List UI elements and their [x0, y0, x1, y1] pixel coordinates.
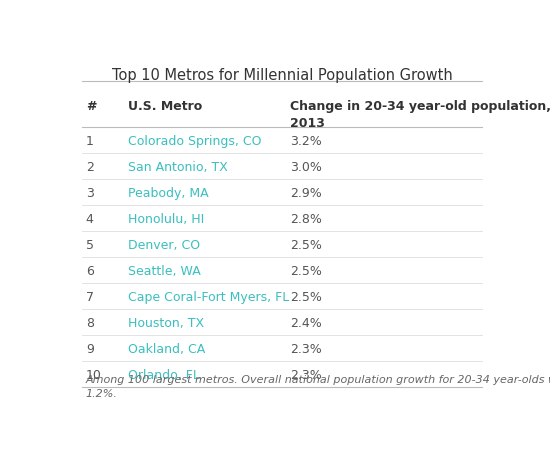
- Text: Seattle, WA: Seattle, WA: [129, 265, 201, 278]
- Text: Top 10 Metros for Millennial Population Growth: Top 10 Metros for Millennial Population …: [112, 68, 452, 83]
- Text: 5: 5: [86, 239, 94, 252]
- Text: 2.3%: 2.3%: [290, 369, 322, 382]
- Text: 2.8%: 2.8%: [290, 213, 322, 226]
- Text: Peabody, MA: Peabody, MA: [129, 187, 209, 200]
- Text: 4: 4: [86, 213, 94, 226]
- Text: 2.5%: 2.5%: [290, 239, 322, 252]
- Text: 3.0%: 3.0%: [290, 161, 322, 174]
- Text: Oakland, CA: Oakland, CA: [129, 344, 206, 357]
- Text: 2.3%: 2.3%: [290, 344, 322, 357]
- Text: #: #: [86, 100, 96, 113]
- Text: Denver, CO: Denver, CO: [129, 239, 201, 252]
- Text: 2.9%: 2.9%: [290, 187, 322, 200]
- Text: Change in 20-34 year-old population, 2012-
2013: Change in 20-34 year-old population, 201…: [290, 100, 550, 130]
- Text: 6: 6: [86, 265, 94, 278]
- Text: Cape Coral-Fort Myers, FL: Cape Coral-Fort Myers, FL: [129, 291, 290, 304]
- Text: Colorado Springs, CO: Colorado Springs, CO: [129, 135, 262, 148]
- Text: Among 100 largest metros. Overall national population growth for 20-34 year-olds: Among 100 largest metros. Overall nation…: [86, 375, 550, 399]
- Text: 2.5%: 2.5%: [290, 265, 322, 278]
- Text: Honolulu, HI: Honolulu, HI: [129, 213, 205, 226]
- Text: 8: 8: [86, 317, 94, 330]
- Text: 3: 3: [86, 187, 94, 200]
- Text: U.S. Metro: U.S. Metro: [129, 100, 202, 113]
- Text: 10: 10: [86, 369, 102, 382]
- Text: 3.2%: 3.2%: [290, 135, 322, 148]
- Text: Houston, TX: Houston, TX: [129, 317, 205, 330]
- Text: 9: 9: [86, 344, 94, 357]
- Text: 1: 1: [86, 135, 94, 148]
- Text: Orlando, FL: Orlando, FL: [129, 369, 200, 382]
- Text: San Antonio, TX: San Antonio, TX: [129, 161, 228, 174]
- Text: 2.4%: 2.4%: [290, 317, 322, 330]
- Text: 7: 7: [86, 291, 94, 304]
- Text: 2: 2: [86, 161, 94, 174]
- Text: 2.5%: 2.5%: [290, 291, 322, 304]
